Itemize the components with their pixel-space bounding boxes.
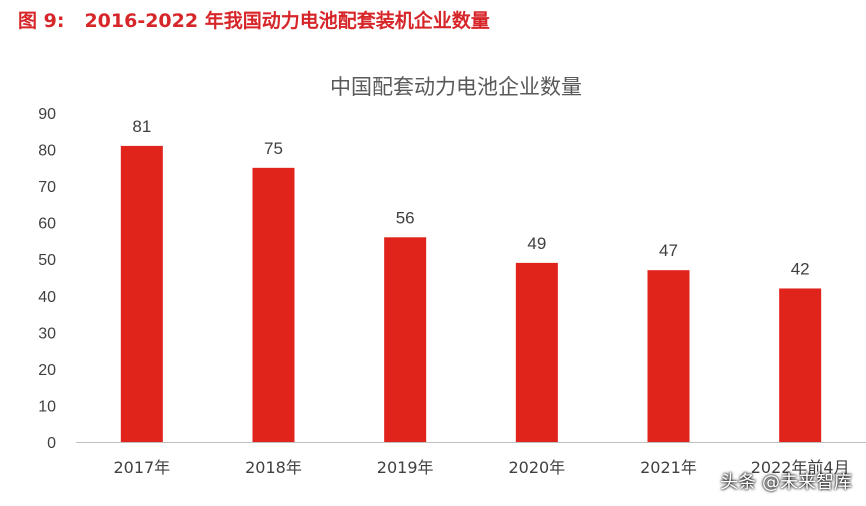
y-tick-label: 70 — [38, 179, 56, 196]
bar — [252, 167, 295, 443]
bar — [120, 145, 163, 442]
x-tick-label: 2017年 — [113, 458, 170, 477]
bar — [647, 270, 690, 442]
y-tick-label: 40 — [38, 289, 56, 306]
data-label: 56 — [396, 208, 415, 227]
y-tick-label: 90 — [38, 106, 56, 123]
y-tick-label: 10 — [38, 398, 56, 415]
watermark: 头条 @未来智库 — [720, 472, 852, 493]
x-tick-label: 2018年 — [245, 458, 302, 477]
y-tick-label: 80 — [38, 143, 56, 160]
data-label: 75 — [264, 139, 283, 158]
data-label: 49 — [527, 234, 546, 253]
figure-caption: 图 9: 2016-2022 年我国动力电池配套装机企业数量 — [18, 6, 490, 33]
x-tick-label: 2019年 — [377, 458, 434, 477]
bar — [779, 288, 822, 442]
data-label: 81 — [132, 117, 151, 136]
bar — [384, 237, 427, 442]
y-tick-label: 0 — [47, 435, 56, 452]
x-tick-label: 2021年 — [640, 458, 697, 477]
y-tick-label: 50 — [38, 252, 56, 269]
chart-title: 中国配套动力电池企业数量 — [330, 75, 582, 99]
y-tick-label: 20 — [38, 362, 56, 379]
data-label: 42 — [791, 259, 810, 278]
x-tick-label: 2020年 — [508, 458, 565, 477]
x-tick-label: 2022年前4月 — [751, 458, 850, 477]
y-tick-label: 30 — [38, 325, 56, 342]
figure-caption-text: 2016-2022 年我国动力电池配套装机企业数量 — [84, 10, 490, 32]
bar — [515, 262, 558, 442]
figure-number: 图 9: — [18, 10, 65, 32]
data-label: 47 — [659, 241, 678, 260]
y-tick-label: 60 — [38, 216, 56, 233]
